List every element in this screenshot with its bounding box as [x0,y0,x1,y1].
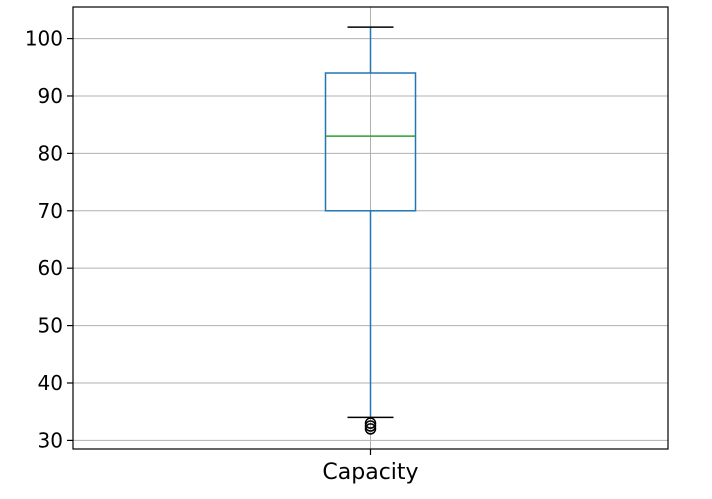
iqr-box [324,72,417,212]
outlier-point [364,423,377,435]
box-layer [324,26,417,435]
x-tick-label: Capacity [322,460,418,485]
y-tick-label: 100 [25,27,63,51]
y-tick-label: 90 [38,84,63,108]
y-tick-label: 40 [38,371,63,395]
y-tick-label: 70 [38,199,63,223]
y-tick-label: 60 [38,256,63,280]
x-axis: Capacity [322,449,419,485]
y-tick-label: 50 [38,314,63,338]
y-axis: 30 40 50 60 70 80 90 100 [25,27,73,452]
outlier-point [364,420,377,432]
y-tick-label: 80 [38,141,63,165]
outlier-point [364,417,377,429]
y-tick-label: 30 [38,428,63,452]
plot-frame [72,6,669,450]
